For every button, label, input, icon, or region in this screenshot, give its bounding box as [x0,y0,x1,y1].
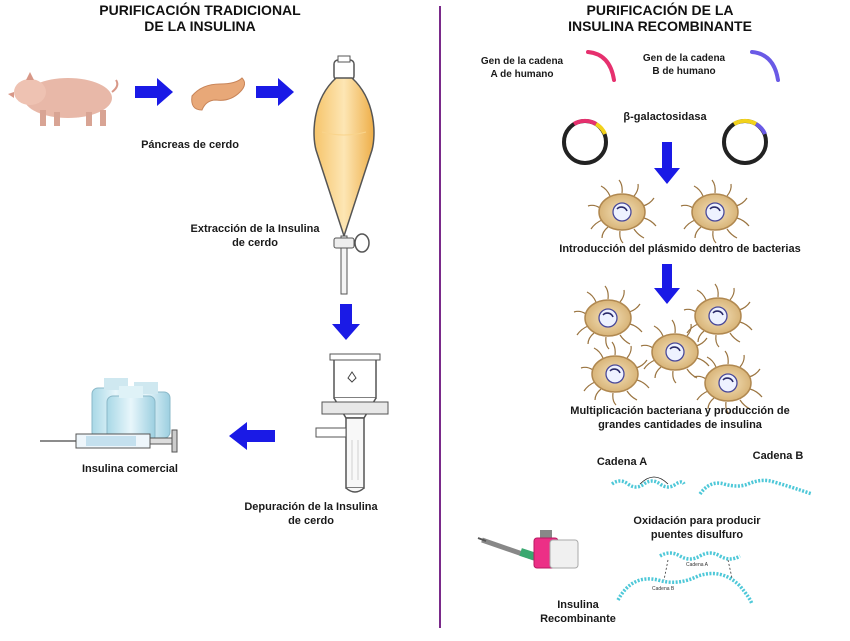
bacterium [683,283,753,348]
left-title: PURIFICACIÓN TRADICIONAL DE LA INSULINA [70,2,330,34]
purification-line2: de cerdo [288,515,334,527]
mini-chain-a-label: Cadena A [686,562,708,568]
bacterium [640,319,710,384]
bacterium [587,179,657,244]
right-title-line2: INSULINA RECOMBINANTE [568,18,752,34]
chain-b-strand [698,478,813,496]
right-title: PURIFICACIÓN DE LA INSULINA RECOMBINANTE [530,2,790,34]
chain-a-label: Cadena A [596,456,648,468]
recombinant-label: Insulina Recombinante [528,598,628,626]
extraction-line1: Extracción de la Insulina [190,223,320,235]
purification-label: Depuración de la Insulina de cerdo [226,500,396,528]
extraction-line2: de cerdo [232,237,278,249]
syringe-illustration [40,429,178,453]
left-title-line1: PURIFICACIÓN TRADICIONAL [99,2,301,18]
gene-a-arc [586,50,616,82]
bacterium [680,179,750,244]
gene-b-line2: B de humano [652,66,716,77]
insulin-vials [91,378,171,443]
pancreas-illustration [191,77,246,111]
gene-a-line2: A de humano [490,69,554,80]
oxidized-insulin [616,551,754,605]
arrow-funnel-to-filter [332,304,360,340]
filter-funnel [315,353,389,493]
chain-a-strand [610,479,686,489]
chain-b-label: Cadena B [752,450,804,462]
arrow-pancreas-to-funnel [256,78,294,106]
pig-illustration [8,72,119,126]
purification-line1: Depuración de la Insulina [244,501,378,513]
recombinant-line1: Insulina [557,599,599,611]
multiplication-line2: grandes cantidades de insulina [598,419,762,431]
right-title-line1: PURIFICACIÓN DE LA [586,2,734,18]
gene-a-line1: Gen de la cadena [480,56,564,67]
commercial-label: Insulina comercial [82,463,178,475]
plasmid-b [722,118,768,165]
pancreas-label: Páncreas de cerdo [141,139,239,151]
recombinant-vial [533,530,579,569]
mini-chain-b-label: Cadena B [652,586,675,592]
gene-b-label: Gen de la cadena B de humano [624,52,744,78]
arrow-filter-to-commercial [229,422,275,450]
extraction-label: Extracción de la Insulina de cerdo [170,222,340,250]
gene-b-line1: Gen de la cadena [642,53,726,64]
oxidation-line1: Oxidación para producir [633,515,761,527]
separatory-funnel [313,55,375,295]
oxidation-line2: puentes disulfuro [650,529,744,541]
arrow-pig-to-pancreas [135,78,173,106]
multiplication-label: Multiplicación bacteriana y producción d… [530,404,830,432]
multiplication-line1: Multiplicación bacteriana y producción d… [570,405,790,417]
galactosidase-label: β-galactosidasa [623,111,707,123]
gene-a-label: Gen de la cadena A de humano [462,55,582,81]
chain-a-bond [639,476,669,485]
arrow-plasmid-to-bacteria [654,142,680,184]
introduction-label: Introducción del plásmido dentro de bact… [559,243,801,255]
recombinant-line2: Recombinante [540,613,616,625]
arrow-bacteria-to-multiplication [654,264,680,304]
gene-b-arc [750,50,780,82]
bacterium [573,285,643,350]
left-title-line2: DE LA INSULINA [144,18,256,34]
bacterium [580,341,650,406]
oxidation-label: Oxidación para producir puentes disulfur… [612,514,782,542]
plasmid-a [562,118,608,165]
